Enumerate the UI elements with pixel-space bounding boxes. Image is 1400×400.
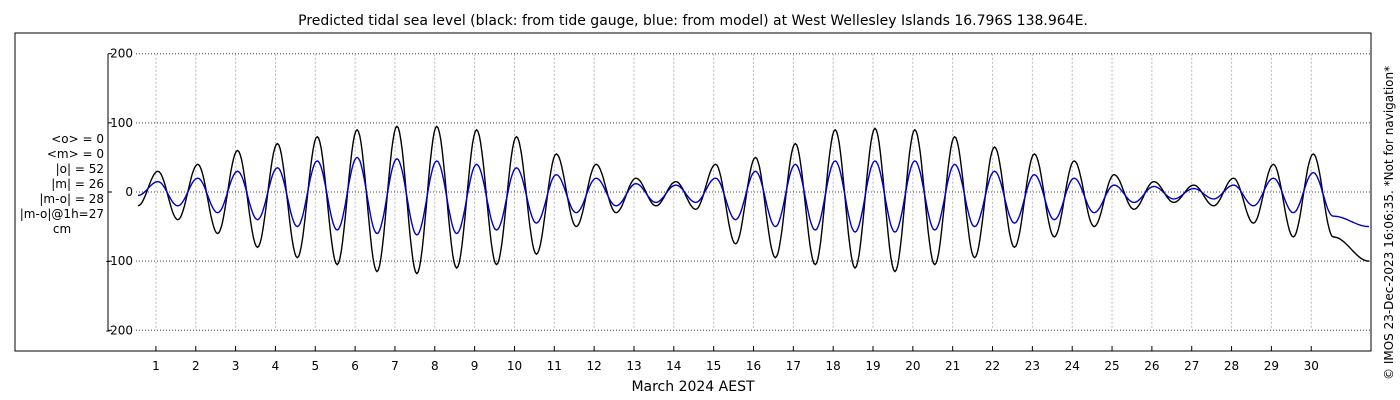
x-tick-label: 1 bbox=[152, 359, 160, 373]
x-axis-label: March 2024 AEST bbox=[631, 379, 755, 395]
x-tick-label: 29 bbox=[1264, 359, 1279, 373]
x-tick-label: 27 bbox=[1184, 359, 1199, 373]
x-tick-label: 2 bbox=[192, 359, 200, 373]
x-tick-label: 28 bbox=[1224, 359, 1239, 373]
stat-abs-diff: |m-o| = 28 bbox=[39, 192, 104, 206]
x-tick-label: 22 bbox=[985, 359, 1000, 373]
x-tick-label: 8 bbox=[431, 359, 439, 373]
y-tick-label: 100 bbox=[110, 116, 133, 130]
stat-unit: cm bbox=[52, 222, 72, 236]
plot-frame bbox=[14, 32, 1372, 352]
stats-box: <o> = 0 <m> = 0 |o| = 52 |m| = 26 |m-o| … bbox=[0, 132, 106, 237]
x-tick-label: 19 bbox=[865, 359, 880, 373]
x-tick-label: 6 bbox=[351, 359, 359, 373]
grid-lines bbox=[136, 53, 1371, 331]
axes: 1 2 3 4 5 6 7 8 9 10 11 12 13 14 15 16 17 18 19 20 21 22 23 24 2… bbox=[106, 47, 1319, 373]
x-tick-label: 24 bbox=[1065, 359, 1080, 373]
x-tick-label: 23 bbox=[1025, 359, 1040, 373]
x-tick-label: 5 bbox=[311, 359, 319, 373]
x-tick-label: 7 bbox=[391, 359, 399, 373]
x-tick-label: 13 bbox=[626, 359, 641, 373]
x-tick-label: 16 bbox=[746, 359, 761, 373]
stat-abs-diff-1h: |m-o|@1h=27 bbox=[19, 207, 104, 221]
x-tick-label: 26 bbox=[1144, 359, 1159, 373]
x-tick-label: 9 bbox=[471, 359, 479, 373]
x-tick-label: 4 bbox=[272, 359, 280, 373]
x-tick-label: 10 bbox=[507, 359, 522, 373]
x-tick-label: 3 bbox=[232, 359, 240, 373]
credit-text: © IMOS 23-Dec-2023 16:06:35. *Not for na… bbox=[1382, 66, 1396, 380]
x-tick-label: 20 bbox=[905, 359, 920, 373]
x-tick-label: 25 bbox=[1104, 359, 1119, 373]
x-tick-label: 11 bbox=[547, 359, 562, 373]
series-lines bbox=[137, 125, 1370, 275]
y-tick-label: 200 bbox=[110, 47, 133, 61]
chart-title: Predicted tidal sea level (black: from t… bbox=[298, 13, 1088, 29]
x-tick-label: 12 bbox=[587, 359, 602, 373]
y-tick-label: 0 bbox=[125, 185, 133, 199]
x-tick-label: 18 bbox=[826, 359, 841, 373]
stat-mean-observed: <o> = 0 bbox=[51, 132, 104, 146]
x-tick-label: 15 bbox=[706, 359, 721, 373]
x-tick-label: 30 bbox=[1304, 359, 1319, 373]
stat-abs-model: |m| = 26 bbox=[51, 177, 104, 191]
model-series-line bbox=[137, 156, 1370, 236]
stat-mean-model: <m> = 0 bbox=[46, 147, 104, 161]
stat-abs-observed: |o| = 52 bbox=[55, 162, 104, 176]
x-tick-label: 17 bbox=[786, 359, 801, 373]
x-tick-label: 21 bbox=[945, 359, 960, 373]
x-tick-label: 14 bbox=[666, 359, 681, 373]
y-tick-label: -200 bbox=[106, 323, 133, 337]
y-tick-label: -100 bbox=[106, 254, 133, 268]
